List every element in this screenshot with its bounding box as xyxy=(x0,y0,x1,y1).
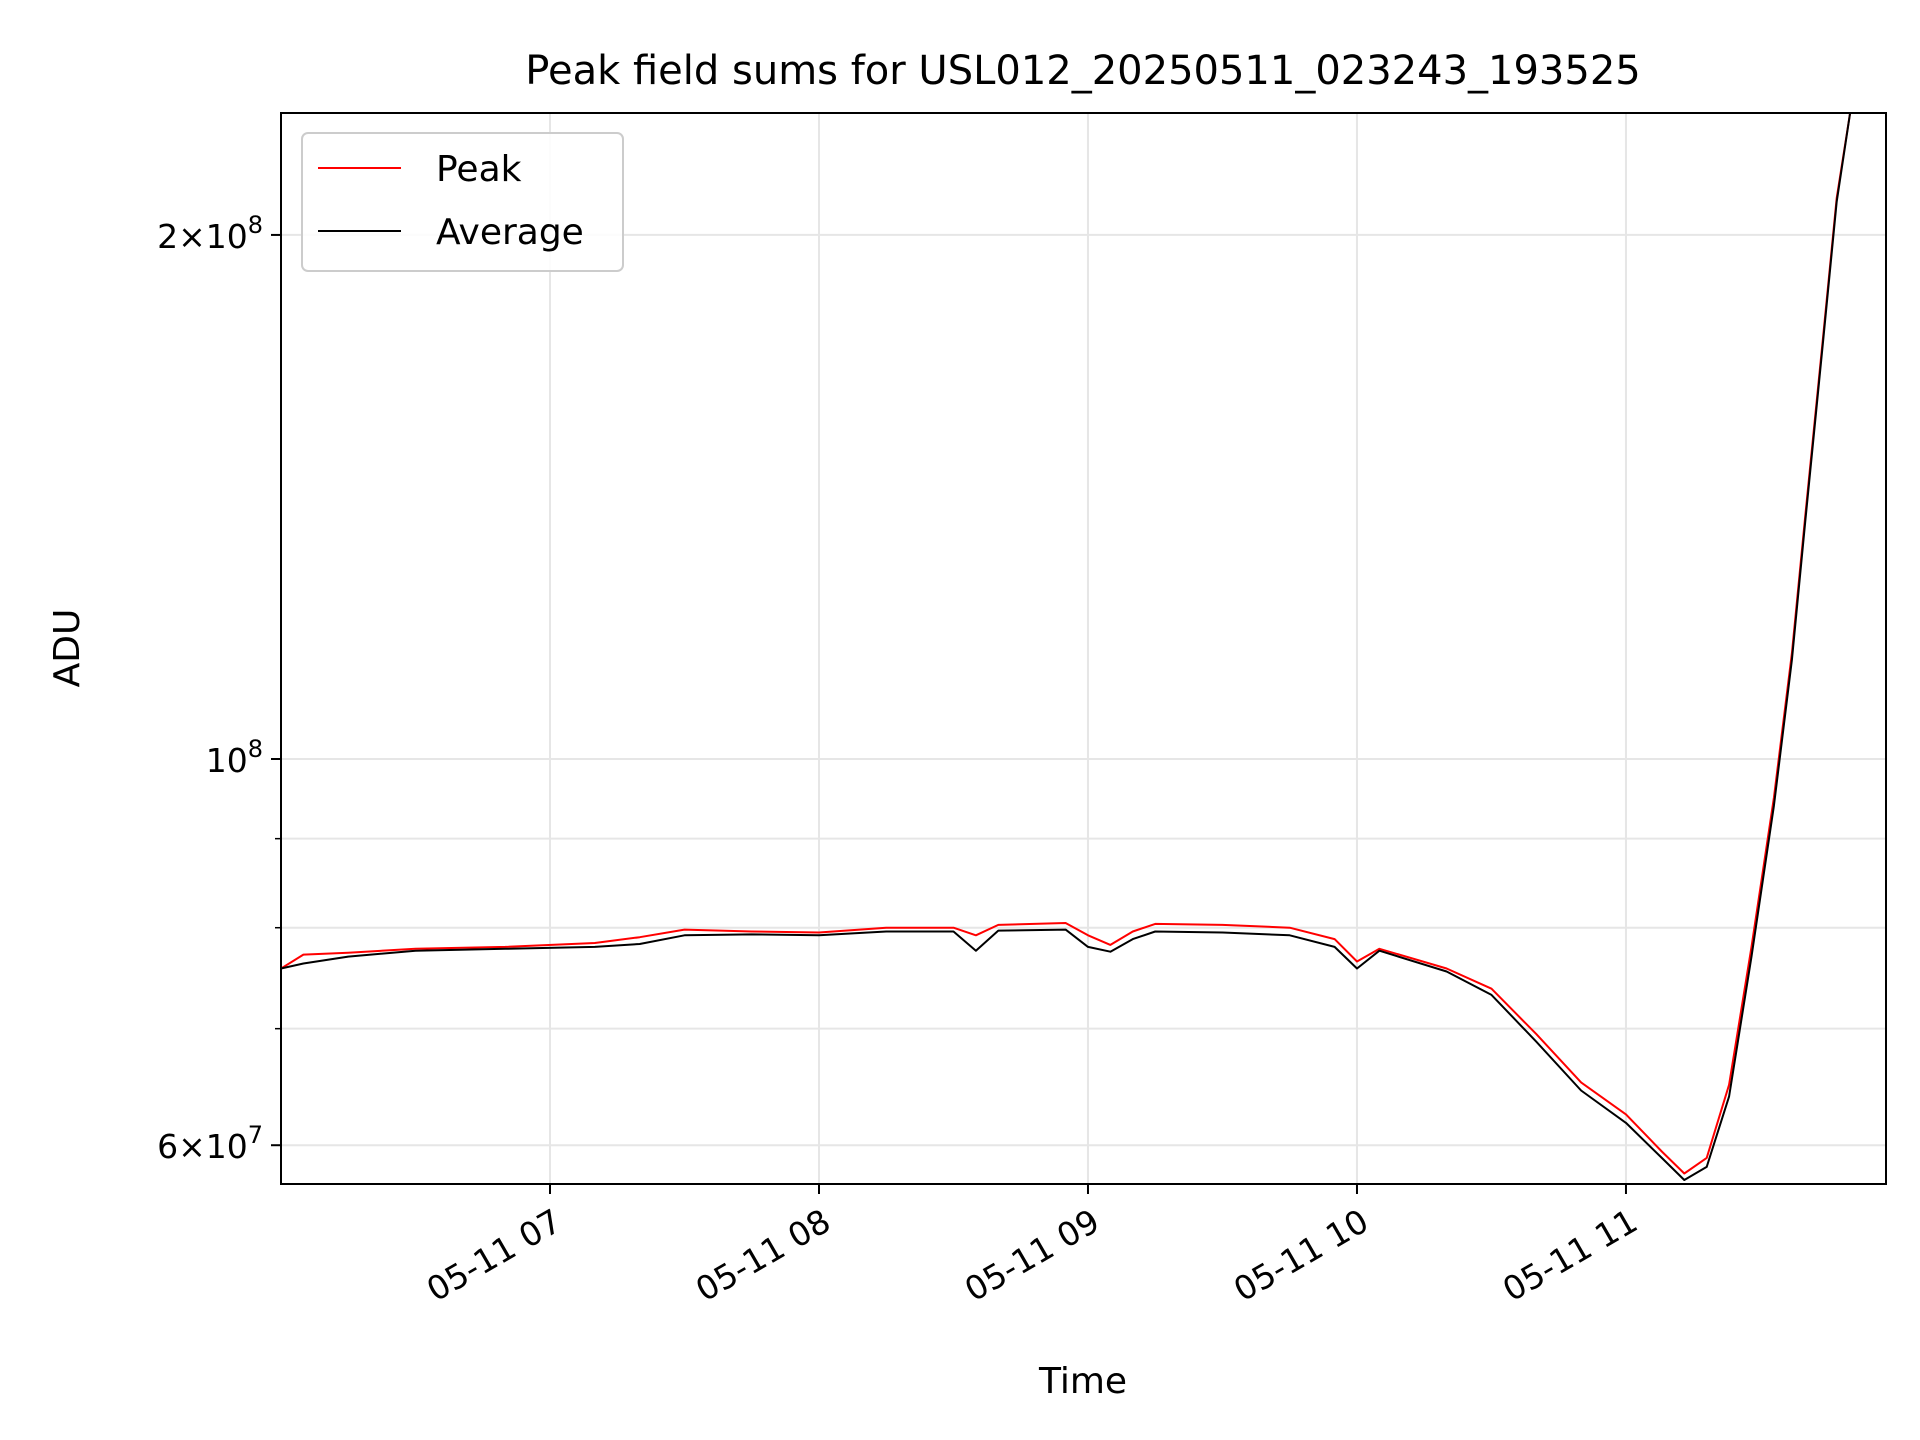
y-axis-label: ADU xyxy=(47,609,88,688)
series-line-peak xyxy=(281,113,1852,1175)
plot-area xyxy=(281,113,1852,1181)
series-layer xyxy=(281,113,1852,1181)
legend: Peak Average xyxy=(301,132,624,272)
plot-frame xyxy=(280,112,1887,1185)
legend-label-average: Average xyxy=(436,212,584,253)
legend-label-peak: Peak xyxy=(436,149,522,190)
series-line-average xyxy=(281,113,1852,1181)
y-tick-label: 2×108 xyxy=(157,211,263,256)
chart-title: Peak field sums for USL012_20250511_0232… xyxy=(525,48,1640,94)
y-tick-label: 108 xyxy=(206,735,263,780)
x-axis-label: Time xyxy=(1038,1361,1127,1402)
y-tick-label: 6×107 xyxy=(157,1121,263,1166)
